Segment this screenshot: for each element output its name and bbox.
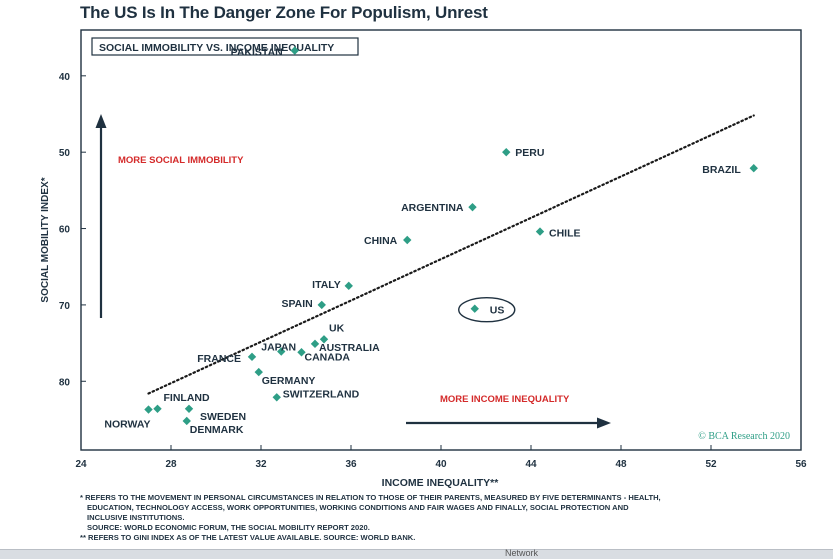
point-label-brazil: BRAZIL bbox=[702, 164, 741, 176]
point-label-switzerland: SWITZERLAND bbox=[283, 388, 360, 400]
credit-text: © BCA Research 2020 bbox=[698, 431, 790, 442]
footnote-line: * REFERS TO THE MOVEMENT IN PERSONAL CIR… bbox=[80, 493, 661, 502]
data-point-brazil bbox=[749, 164, 758, 173]
footnote-line: SOURCE: WORLD ECONOMIC FORUM, THE SOCIAL… bbox=[87, 523, 370, 532]
data-point-norway bbox=[144, 405, 153, 414]
trendline-group bbox=[147, 114, 755, 395]
data-point-uk bbox=[319, 335, 329, 344]
window-bottom-strip: Network bbox=[0, 548, 833, 559]
point-label-pakistan: PAKISTAN bbox=[231, 47, 283, 59]
x-tick-label: 44 bbox=[525, 459, 537, 470]
point-label-finland: FINLAND bbox=[164, 392, 210, 404]
chart-title: The US Is In The Danger Zone For Populis… bbox=[80, 3, 488, 22]
us-highlight-circle bbox=[458, 297, 516, 323]
right-arrow-icon bbox=[597, 417, 611, 429]
data-point-peru bbox=[502, 147, 511, 157]
point-label-spain: SPAIN bbox=[281, 298, 312, 310]
data-point-japan bbox=[277, 347, 286, 356]
y-tick-label: 40 bbox=[59, 72, 71, 83]
footnotes: * REFERS TO THE MOVEMENT IN PERSONAL CIR… bbox=[80, 493, 800, 543]
taskbar-label: Network bbox=[505, 548, 539, 558]
axes-ticks: 24 28 32 36 40 44 48 52 56 40 50 60 70 80 bbox=[59, 72, 807, 470]
footnote-line: INCLUSIVE INSTITUTIONS. bbox=[87, 513, 185, 522]
x-tick-label: 52 bbox=[705, 459, 717, 470]
data-point-switzerland bbox=[272, 393, 281, 402]
panel-label: SOCIAL IMMOBILITY VS. INCOME INEQUALITY bbox=[99, 42, 334, 54]
point-label-italy: ITALY bbox=[312, 279, 341, 291]
panel-label-box: SOCIAL IMMOBILITY VS. INCOME INEQUALITY bbox=[91, 37, 359, 56]
up-arrow-icon bbox=[95, 114, 107, 128]
data-point-germany bbox=[254, 367, 263, 377]
point-label-japan: JAPAN bbox=[261, 341, 296, 353]
x-tick-label: 56 bbox=[795, 459, 807, 470]
point-label-denmark: DENMARK bbox=[190, 424, 244, 436]
data-points bbox=[144, 46, 758, 426]
data-point-pakistan bbox=[290, 46, 299, 55]
point-label-uk: UK bbox=[329, 322, 345, 334]
x-tick-label: 48 bbox=[615, 459, 627, 470]
y-tick-label: 50 bbox=[59, 148, 71, 159]
data-point-argentina bbox=[468, 202, 477, 212]
y-tick-label: 60 bbox=[59, 225, 71, 236]
plot-frame bbox=[80, 29, 802, 451]
point-labels: PAKISTAN PERU BRAZIL ARGENTINA CHILE CHINA ITA… bbox=[104, 47, 741, 436]
data-point-sweden bbox=[184, 404, 194, 413]
data-point-australia bbox=[310, 339, 320, 349]
x-tick-label: 32 bbox=[255, 459, 267, 470]
data-point-china bbox=[403, 235, 412, 245]
y-tick-label: 70 bbox=[59, 301, 71, 312]
point-label-france: FRANCE bbox=[197, 353, 241, 365]
point-label-norway: NORWAY bbox=[104, 419, 150, 431]
point-label-australia: AUSTRALIA bbox=[319, 342, 380, 354]
data-point-france bbox=[247, 352, 257, 362]
data-point-finland bbox=[153, 404, 162, 413]
x-tick-label: 40 bbox=[435, 459, 447, 470]
data-point-italy bbox=[344, 281, 353, 291]
x-tick-label: 36 bbox=[345, 459, 357, 470]
data-point-chile bbox=[535, 227, 545, 236]
direction-arrows bbox=[95, 114, 611, 429]
point-label-china: CHINA bbox=[364, 235, 398, 247]
point-label-sweden: SWEDEN bbox=[200, 411, 246, 423]
annotation-more-social-immobility: MORE SOCIAL IMMOBILITY bbox=[118, 155, 244, 166]
x-tick-label: 28 bbox=[165, 459, 177, 470]
data-point-us bbox=[470, 304, 479, 313]
trendline bbox=[147, 114, 755, 395]
footnote-line: ** REFERS TO GINI INDEX AS OF THE LATEST… bbox=[80, 533, 416, 542]
x-axis-label: INCOME INEQUALITY** bbox=[382, 477, 500, 489]
y-axis-label: SOCIAL MOBILITY INDEX* bbox=[40, 177, 51, 302]
annotation-more-income-inequality: MORE INCOME INEQUALITY bbox=[440, 394, 570, 405]
point-label-chile: CHILE bbox=[549, 228, 581, 240]
data-point-spain bbox=[317, 300, 326, 310]
x-tick-label: 24 bbox=[75, 459, 87, 470]
y-tick-label: 80 bbox=[59, 377, 71, 388]
scatter-chart: SOCIAL IMMOBILITY VS. INCOME INEQUALITY … bbox=[40, 29, 807, 489]
data-point-canada bbox=[297, 348, 306, 357]
point-label-peru: PERU bbox=[515, 147, 544, 159]
point-label-us: US bbox=[490, 305, 505, 317]
footnote-line: EDUCATION, TECHNOLOGY ACCESS, WORK OPPOR… bbox=[87, 503, 629, 512]
point-label-germany: GERMANY bbox=[262, 375, 316, 387]
point-label-argentina: ARGENTINA bbox=[401, 202, 464, 214]
data-point-denmark bbox=[182, 416, 191, 426]
point-label-canada: CANADA bbox=[305, 351, 351, 363]
